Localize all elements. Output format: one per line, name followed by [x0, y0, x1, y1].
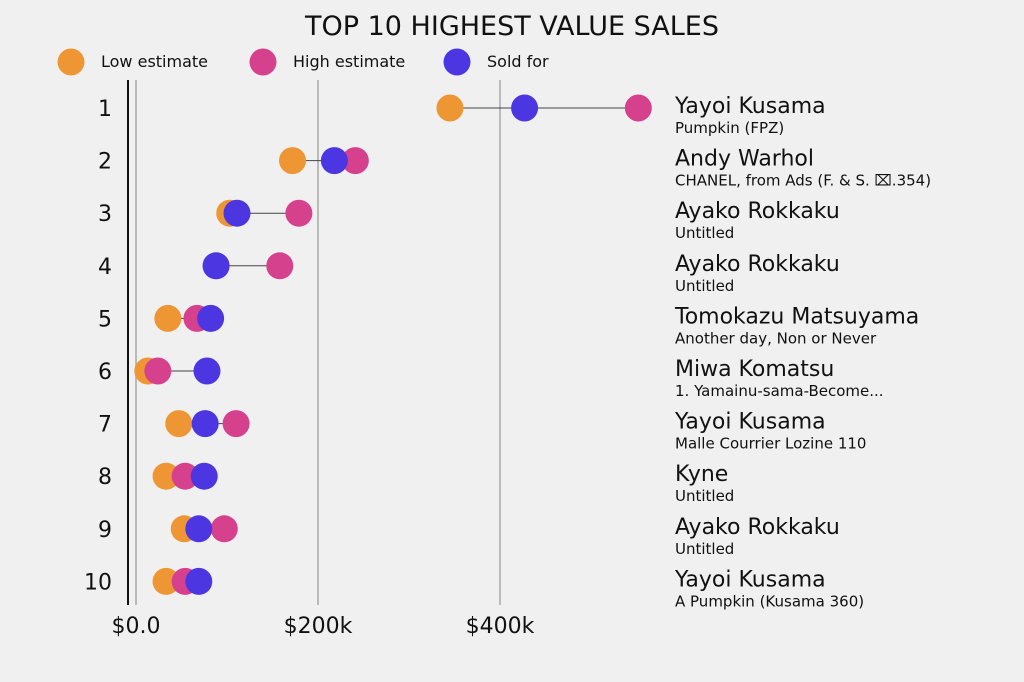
work-title: Untitled [675, 277, 734, 295]
legend: Low estimate High estimate Sold for [57, 48, 549, 76]
high-estimate-point [285, 199, 313, 227]
artist-name: Miwa Komatsu [675, 357, 834, 382]
rank-label: 9 [98, 518, 112, 543]
artist-name: Yayoi Kusama [674, 410, 826, 435]
legend-swatch [249, 48, 277, 76]
artist-name: Ayako Rokkaku [675, 252, 840, 277]
sold-for-point [197, 304, 225, 332]
high-estimate-point [171, 462, 199, 490]
legend-label: Low estimate [101, 52, 208, 71]
work-title: Another day, Non or Never [675, 329, 877, 347]
work-title: Malle Courrier Lozine 110 [675, 435, 866, 453]
low-estimate-point [152, 462, 180, 490]
high-estimate-point [266, 252, 294, 280]
artist-name: Andy Warhol [675, 147, 814, 172]
rank-label: 7 [98, 413, 112, 438]
artist-name: Yayoi Kusama [674, 94, 826, 119]
sold-for-point [202, 252, 230, 280]
work-title: 1. Yamainu-sama-Become... [675, 382, 884, 400]
rank-label: 4 [98, 255, 112, 280]
rank-label: 5 [98, 307, 112, 332]
legend-label: Sold for [487, 52, 549, 71]
sold-for-point [191, 410, 219, 438]
low-estimate-point [436, 94, 464, 122]
grid [127, 80, 501, 605]
high-estimate-point [210, 515, 238, 543]
chart-title: TOP 10 HIGHEST VALUE SALES [304, 11, 719, 42]
work-title: Untitled [675, 487, 734, 505]
rank-label: 6 [98, 360, 112, 385]
sold-for-point [185, 567, 213, 595]
x-tick-label: $200k [284, 614, 353, 639]
x-tick-label: $0.0 [112, 614, 161, 639]
rank-label: 8 [98, 465, 112, 490]
high-estimate-point [624, 94, 652, 122]
rank-label: 2 [98, 150, 112, 175]
low-estimate-point [165, 410, 193, 438]
x-axis: $0.0 $200k $400k [112, 614, 535, 639]
artist-name: Kyne [675, 462, 728, 487]
legend-swatch [443, 48, 471, 76]
sold-for-point [511, 94, 539, 122]
sold-for-point [190, 462, 218, 490]
legend-label: High estimate [293, 52, 405, 71]
low-estimate-point [154, 304, 182, 332]
high-estimate-point [222, 410, 250, 438]
artist-name: Ayako Rokkaku [675, 199, 840, 224]
legend-swatch [57, 48, 85, 76]
rank-label: 1 [98, 97, 112, 122]
rank-label: 3 [98, 202, 112, 227]
low-estimate-point [279, 147, 307, 175]
work-title: A Pumpkin (Kusama 360) [675, 592, 864, 610]
artist-name: Ayako Rokkaku [675, 515, 840, 540]
x-tick-label: $400k [466, 614, 535, 639]
work-title: Untitled [675, 224, 734, 242]
artist-name: Tomokazu Matsuyama [674, 304, 919, 329]
sold-for-point [185, 515, 213, 543]
artist-name: Yayoi Kusama [674, 567, 826, 592]
work-title: CHANEL, from Ads (F. & S. ⌧.354) [675, 172, 931, 190]
sold-for-point [320, 147, 348, 175]
high-estimate-point [341, 147, 369, 175]
rank-label: 10 [84, 570, 112, 595]
sold-for-point [223, 199, 251, 227]
high-estimate-point [144, 357, 172, 385]
sold-for-point [193, 357, 221, 385]
low-estimate-point [152, 567, 180, 595]
work-title: Pumpkin (FPZ) [675, 119, 784, 137]
work-title: Untitled [675, 540, 734, 558]
